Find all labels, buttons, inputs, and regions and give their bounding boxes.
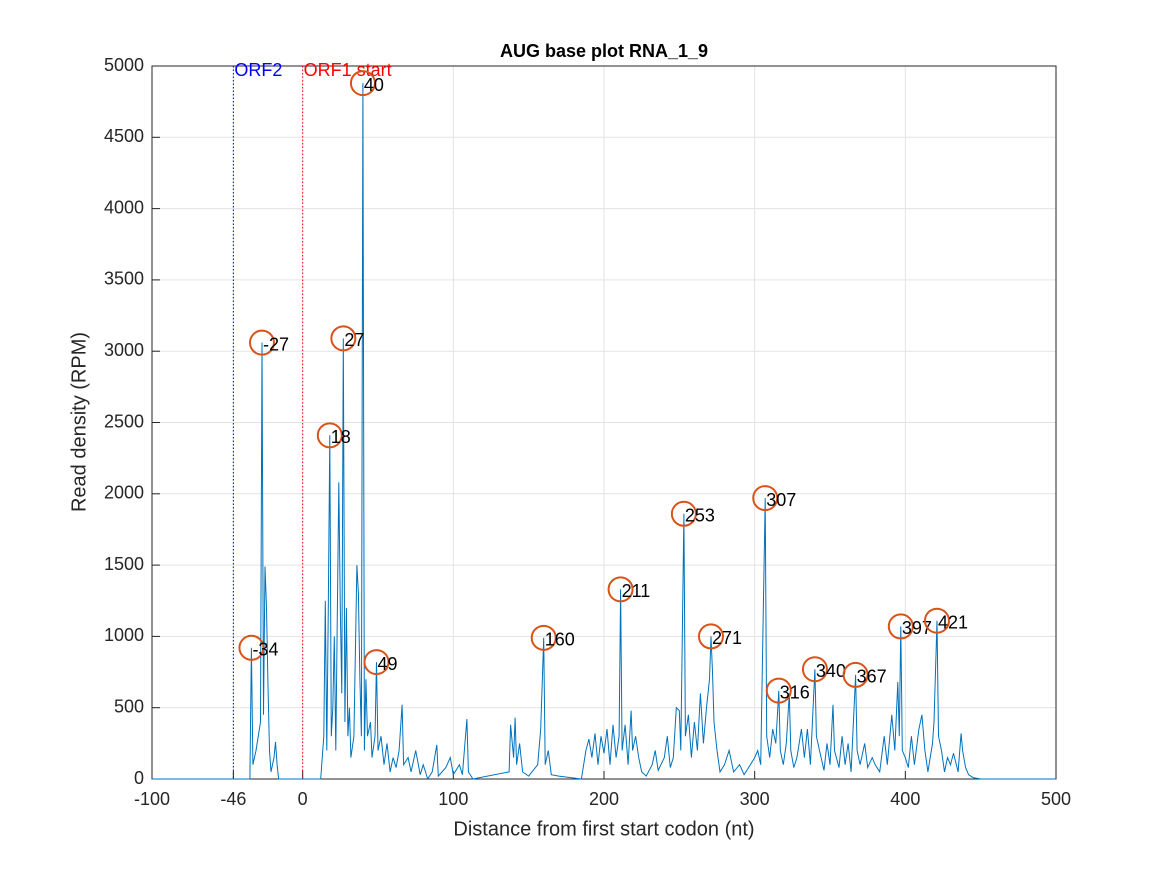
x-tick-label: -46 [220, 789, 246, 809]
x-tick-label: -100 [134, 789, 170, 809]
y-tick-label: 2000 [104, 483, 144, 503]
peak-label: -27 [263, 334, 289, 354]
peak-marker [923, 607, 950, 634]
peak-label: 367 [857, 667, 887, 687]
peak-marker [801, 656, 828, 683]
peak-marker [670, 500, 697, 527]
peak-marker [887, 613, 914, 640]
x-tick-label: 0 [298, 789, 308, 809]
y-axis-label: Read density (RPM) [68, 332, 90, 512]
peak-marker [842, 661, 869, 688]
peak-marker [316, 422, 343, 449]
x-tick-label: 200 [589, 789, 619, 809]
y-tick-label: 1500 [104, 554, 144, 574]
peak-marker [697, 623, 724, 650]
y-tick-label: 4000 [104, 197, 144, 217]
plot-frame [151, 65, 1057, 780]
marker-label: ORF2 [234, 60, 282, 80]
x-tick-label: 500 [1041, 789, 1071, 809]
peak-marker [607, 576, 634, 603]
y-tick-label: 3000 [104, 340, 144, 360]
peak-label: 253 [685, 506, 715, 526]
marker-label: ORF1 start [304, 60, 392, 80]
x-axis-label: Distance from first start codon (nt) [453, 818, 754, 840]
peak-label: 27 [344, 330, 364, 350]
peak-label: 40 [364, 75, 384, 95]
peak-marker [530, 624, 557, 651]
x-tick-label: 300 [740, 789, 770, 809]
peak-marker [349, 70, 376, 97]
data-line [152, 83, 1056, 781]
peak-marker [330, 325, 357, 352]
peak-label: 49 [377, 654, 397, 674]
y-tick-label: 4500 [104, 126, 144, 146]
peak-label: 421 [938, 612, 968, 632]
peak-label: 316 [780, 682, 810, 702]
peak-marker [363, 649, 390, 676]
peak-label: 307 [766, 490, 796, 510]
y-tick-label: 3500 [104, 269, 144, 289]
peak-marker [765, 677, 792, 704]
peak-marker [752, 485, 779, 512]
peak-label: 18 [331, 427, 351, 447]
peak-label: 211 [622, 581, 651, 601]
y-tick-label: 5000 [104, 55, 144, 75]
peak-label: 160 [545, 630, 575, 650]
y-tick-label: 1000 [104, 625, 144, 645]
y-tick-label: 0 [134, 768, 144, 788]
y-tick-label: 500 [114, 696, 144, 716]
peak-marker [238, 634, 265, 661]
x-tick-label: 100 [438, 789, 468, 809]
peak-label: 271 [712, 628, 742, 648]
peak-label: 340 [816, 661, 846, 681]
peak-marker [248, 329, 275, 356]
chart-title: AUG base plot RNA_1_9 [500, 41, 708, 61]
x-tick-label: 400 [890, 789, 920, 809]
peak-label: -34 [252, 640, 278, 660]
y-tick-label: 2500 [104, 411, 144, 431]
